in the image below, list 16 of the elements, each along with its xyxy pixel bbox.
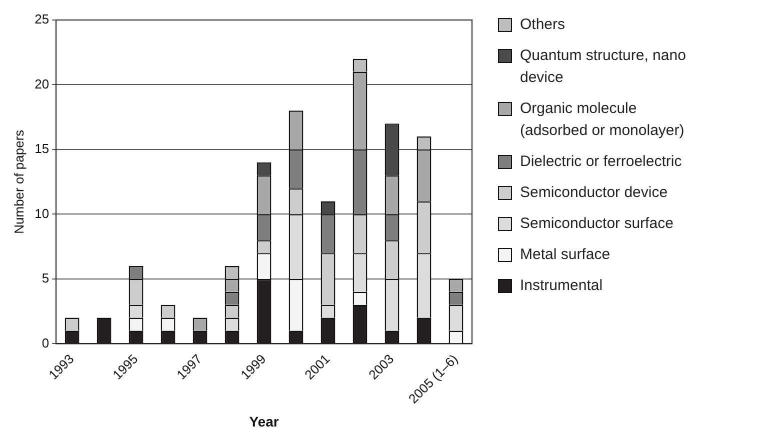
legend-label: Instrumental — [520, 276, 603, 296]
y-tick-label: 5 — [42, 270, 50, 286]
y-tick-label: 20 — [34, 76, 50, 92]
legend-label: Dielectric or ferroelectric — [520, 152, 682, 172]
legend-label: Organic molecule (adsorbed or monolayer) — [520, 99, 686, 141]
y-tick-label: 10 — [34, 206, 50, 221]
y-tick-label: 25 — [34, 12, 50, 27]
legend-label: Metal surface — [520, 245, 610, 265]
y-tick-label: 0 — [42, 335, 50, 350]
y-axis-title: Number of papers — [11, 129, 26, 234]
legend-label: Others — [520, 15, 566, 35]
x-axis-title: Year — [249, 413, 280, 430]
y-tick-label: 15 — [34, 141, 50, 156]
legend-label: Quantum structure, nano device — [520, 46, 687, 88]
legend-label: Semiconductor surface — [520, 214, 674, 234]
legend-label: Semiconductor device — [520, 183, 668, 203]
